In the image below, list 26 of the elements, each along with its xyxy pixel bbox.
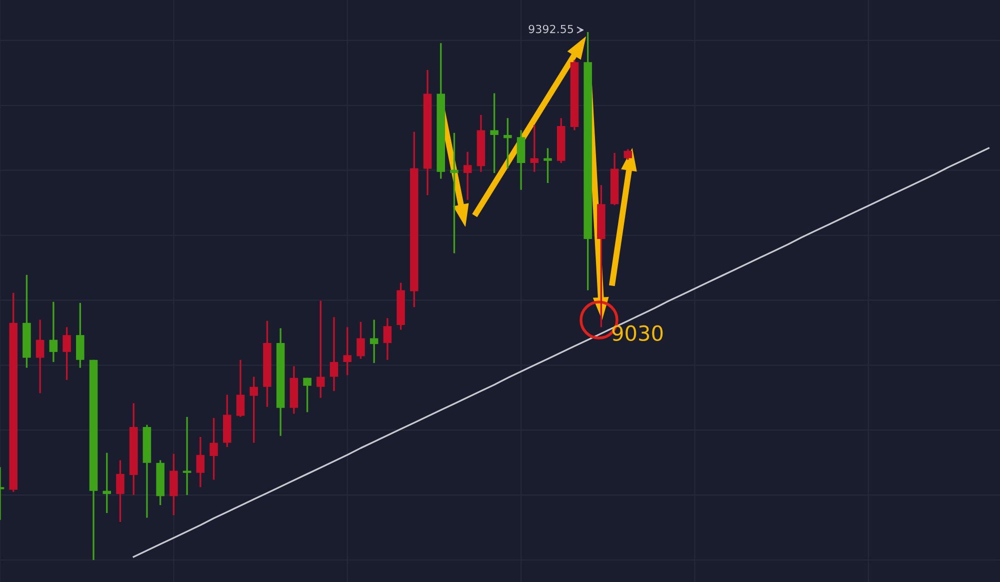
candlestick [36,318,44,394]
candlestick [370,318,378,364]
candlestick [450,132,458,254]
candlestick [102,452,112,514]
candlestick [490,92,498,174]
candlestick [210,417,218,481]
candlestick [62,326,71,381]
annotation: 9030 [612,325,663,342]
candlestick [196,436,205,488]
candlestick [303,377,312,413]
candlestick [463,151,472,201]
candlestick [116,459,124,523]
candlestick [504,117,512,170]
candlestick [356,321,365,360]
candlestick [182,416,192,496]
candlestick [530,124,539,173]
annotation: 9392.55 [528,24,574,34]
candlestick [343,326,352,376]
candlestick [236,359,245,418]
candlestick [316,300,325,399]
candlestick [250,376,258,444]
candlestick [49,300,58,363]
candlestick [544,147,552,184]
candlestick [383,317,392,361]
candlestick [330,316,338,392]
candlestick [624,148,632,161]
